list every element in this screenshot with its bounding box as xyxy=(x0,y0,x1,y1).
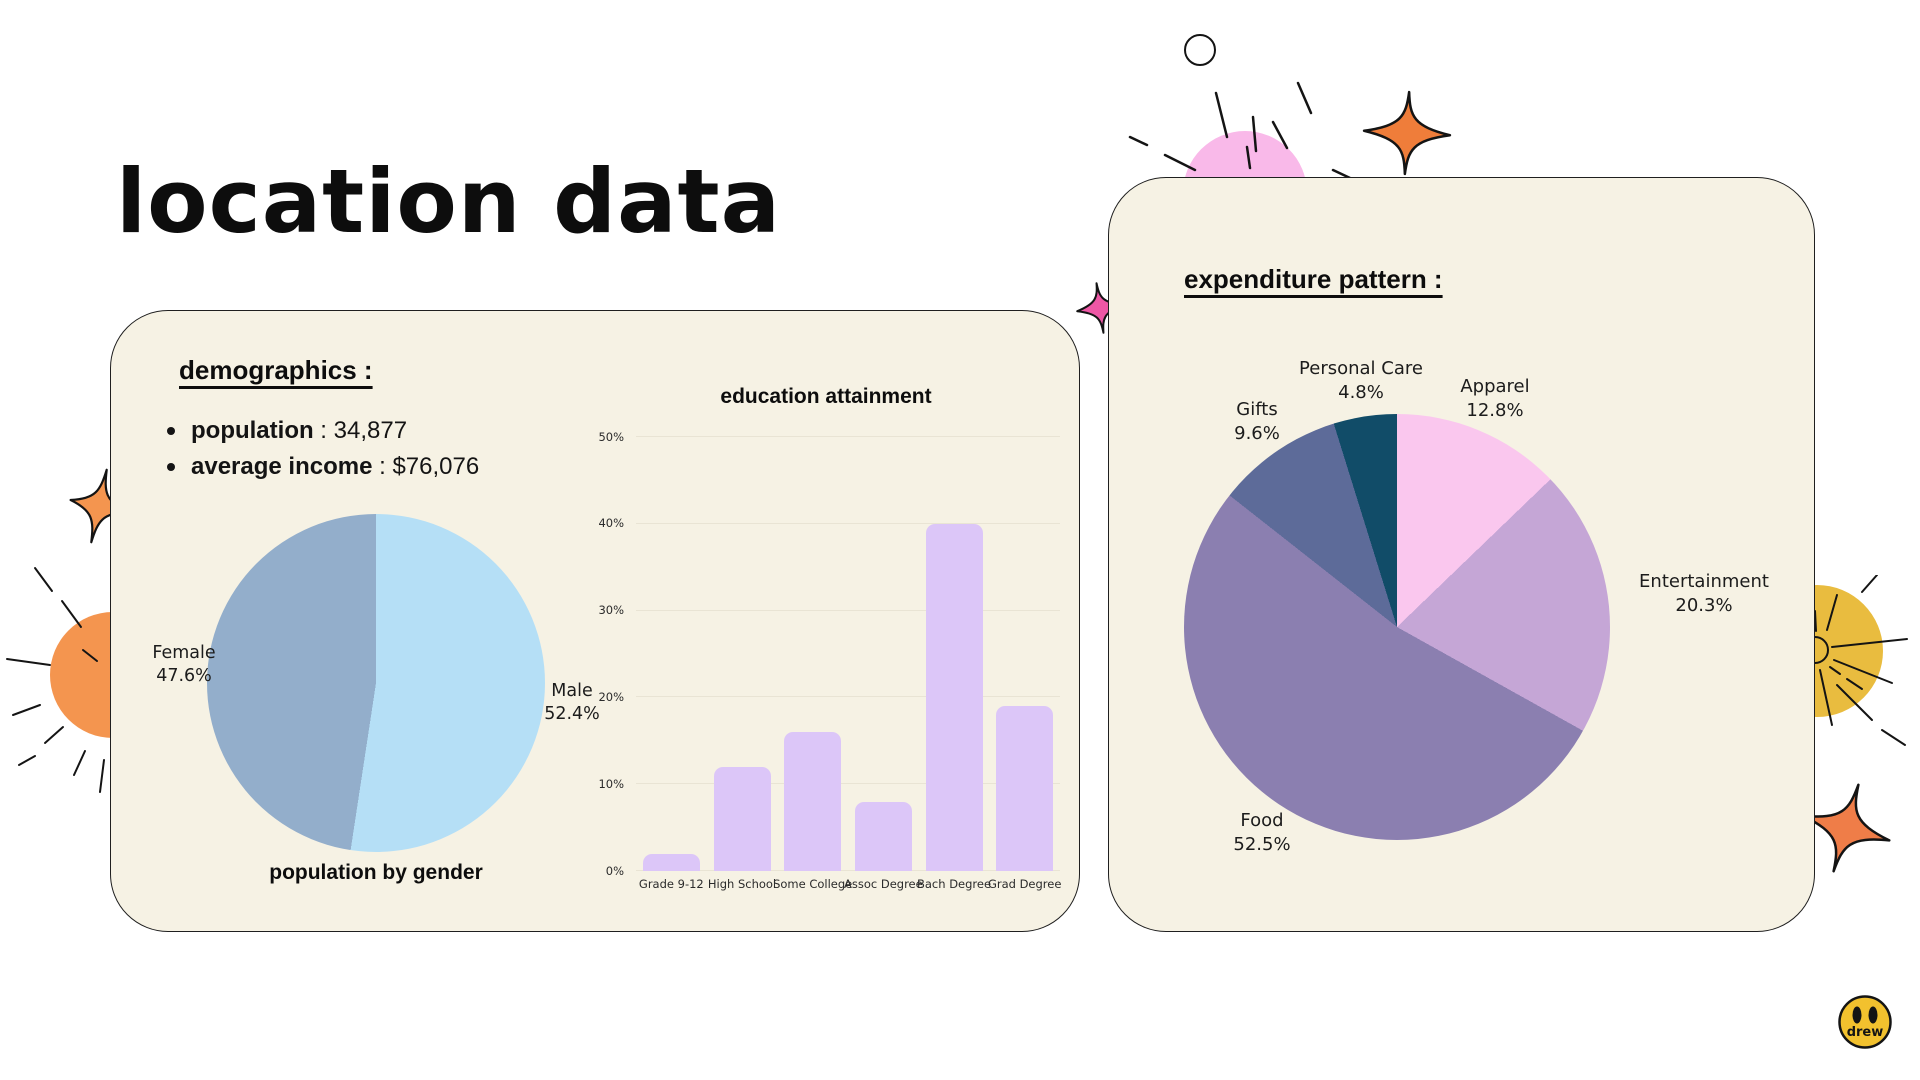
female-pct: 47.6% xyxy=(156,666,212,686)
education-bar-chart: 0% 10% 20% 30% 40% 50% Grade 9-12 High School So… xyxy=(598,430,1061,892)
y-tick-label: 30% xyxy=(598,603,624,618)
bar-some-college xyxy=(784,732,842,871)
apparel-pct: 12.8% xyxy=(1466,399,1524,421)
gridline-10%: 10% xyxy=(598,777,1060,791)
food-pct: 52.5% xyxy=(1233,833,1291,855)
personal-care-pct: 4.8% xyxy=(1338,381,1384,403)
bar-slot: Assoc Degree xyxy=(844,437,923,891)
entertainment-slice-label: Entertainment 20.3% xyxy=(1604,570,1804,617)
male-name: Male xyxy=(551,681,593,701)
food-slice-label: Food 52.5% xyxy=(1162,809,1362,856)
population-value: : 34,877 xyxy=(313,417,408,444)
expenditure-card: expenditure pattern : Personal Care 4.8%… xyxy=(1108,177,1815,932)
bar-grad-degree xyxy=(996,706,1054,871)
education-chart-title: education attainment xyxy=(720,385,932,408)
population-label: population xyxy=(191,417,314,444)
female-slice-label: Female 47.6% xyxy=(129,642,239,688)
average-income-value: : $76,076 xyxy=(372,453,480,480)
entertainment-pct: 20.3% xyxy=(1675,594,1733,616)
entertainment-name: Entertainment xyxy=(1639,571,1769,592)
demographics-heading: demographics : xyxy=(179,355,373,385)
bar-slot: Bach Degree xyxy=(917,437,991,891)
gifts-name: Gifts xyxy=(1236,399,1278,420)
x-tick-label: Grade 9-12 xyxy=(638,877,704,891)
y-tick-label: 50% xyxy=(598,429,624,444)
expenditure-heading: expenditure pattern : xyxy=(1184,264,1443,294)
pink-sun-doodle xyxy=(1128,81,1352,179)
female-name: Female xyxy=(152,643,216,663)
personal-care-name: Personal Care xyxy=(1299,358,1423,379)
bullet-icon xyxy=(167,427,175,435)
bar-grade-9-12 xyxy=(642,853,700,871)
x-tick-label: Grad Degree xyxy=(987,877,1062,891)
x-tick-label: Some College xyxy=(773,877,853,891)
gender-chart-title: population by gender xyxy=(269,861,483,884)
gridline-30%: 30% xyxy=(598,603,1060,617)
bar-slot: Grad Degree xyxy=(988,437,1061,891)
y-tick-label: 0% xyxy=(605,863,624,878)
personal-care-slice-label: Personal Care 4.8% xyxy=(1261,357,1461,404)
gifts-slice-label: Gifts 9.6% xyxy=(1157,398,1357,445)
drew-smiley-icon: drew xyxy=(1838,995,1892,1049)
male-slice-label: Male 52.4% xyxy=(517,680,627,726)
x-tick-label: Bach Degree xyxy=(916,877,992,891)
gridline-0%: 0% xyxy=(606,864,1060,878)
demographics-card: demographics : population : 34,877 avera… xyxy=(110,310,1080,932)
orange-star-top-icon xyxy=(1362,90,1452,176)
orange-star-bottom-icon xyxy=(1801,783,1891,873)
gridline-50%: 50% xyxy=(598,430,1060,444)
male-pct: 52.4% xyxy=(544,704,600,724)
bar-bach-degree xyxy=(925,523,983,871)
bars-group: Grade 9-12 High School Some College Assoc D… xyxy=(636,437,1061,891)
food-name: Food xyxy=(1240,810,1284,831)
gifts-pct: 9.6% xyxy=(1234,422,1280,444)
average-income-stat: average income : $76,076 xyxy=(167,453,479,481)
circle-outline-doodle xyxy=(1184,34,1216,66)
x-tick-label: High School xyxy=(707,877,777,891)
average-income-label: average income xyxy=(191,453,373,480)
page-title: location data xyxy=(116,150,781,253)
bullet-icon xyxy=(167,463,175,471)
apparel-slice-label: Apparel 12.8% xyxy=(1395,375,1595,422)
smiley-mouth-text: drew xyxy=(1847,1025,1884,1040)
y-tick-label: 40% xyxy=(598,516,624,531)
demographics-bullets: population : 34,877 average income : $76… xyxy=(167,417,479,489)
apparel-name: Apparel xyxy=(1460,376,1530,397)
bar-assoc-degree xyxy=(854,801,912,871)
gridline-20%: 20% xyxy=(598,690,1060,704)
y-tick-label: 10% xyxy=(598,776,624,791)
gender-pie-chart xyxy=(207,514,545,852)
bar-slot: Grade 9-12 xyxy=(636,437,707,891)
bar-slot: High School xyxy=(707,437,778,891)
bar-high-school xyxy=(713,766,771,871)
bar-slot: Some College xyxy=(773,437,852,891)
expenditure-pie-chart xyxy=(1184,414,1610,840)
gridline-40%: 40% xyxy=(598,516,1060,530)
x-tick-label: Assoc Degree xyxy=(843,877,923,891)
y-tick-label: 20% xyxy=(598,689,624,704)
population-stat: population : 34,877 xyxy=(167,417,479,445)
